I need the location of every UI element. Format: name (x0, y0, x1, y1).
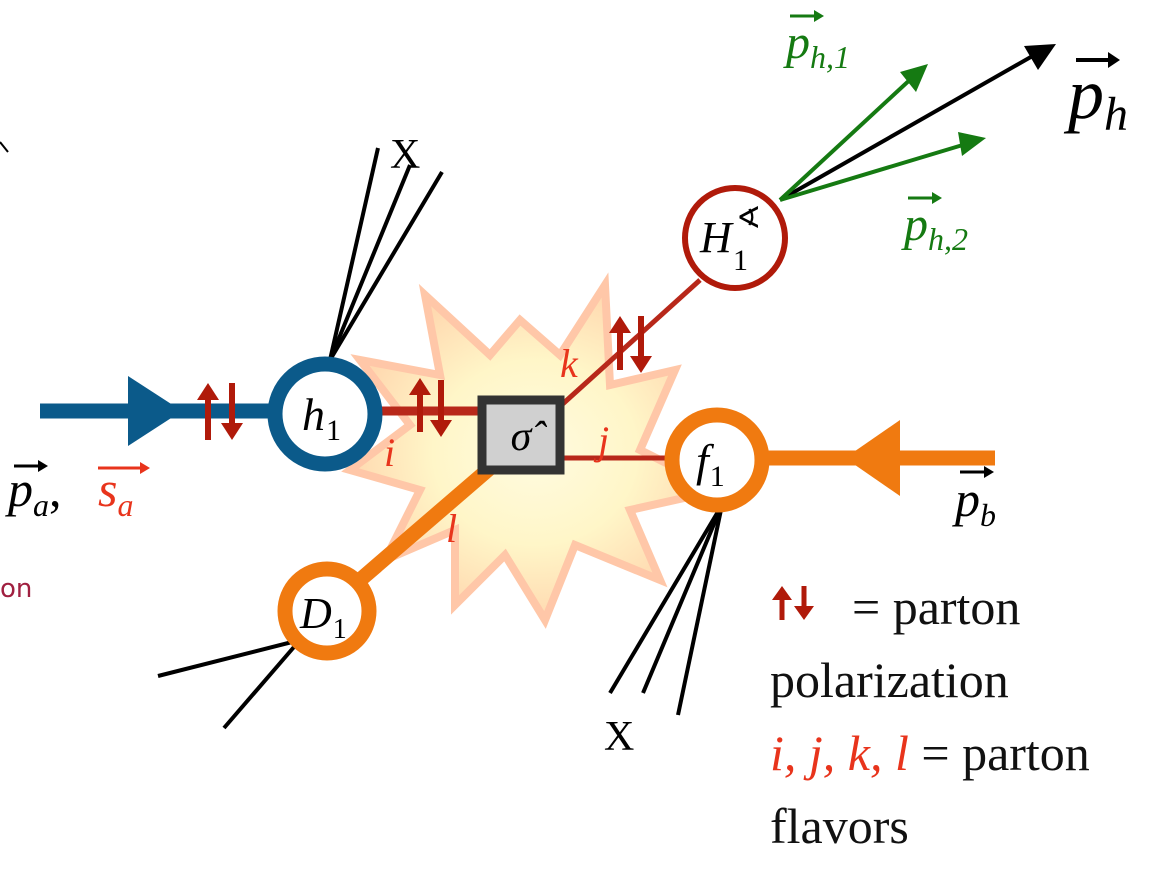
node-f1 (664, 407, 770, 513)
node-h1-dihadron-sup: ∢ (736, 202, 761, 235)
polarization-arrows-i (409, 378, 452, 437)
legend-flavors-line2: flavors (770, 798, 909, 854)
parton-label-k: k (560, 341, 579, 386)
hard-scattering-box (477, 395, 565, 475)
parton-line-l (355, 462, 495, 586)
node-h1-dihadron-sub: 1 (733, 244, 748, 277)
svg-text:sa: sa (98, 461, 133, 523)
node-d1-label: D1 (299, 589, 347, 645)
parton-line-k (554, 278, 702, 412)
polarization-arrows-k (609, 316, 652, 373)
svg-text:pb: pb (952, 471, 996, 533)
node-h1-dihadron-label: H (699, 213, 734, 262)
outgoing-momenta (778, 44, 1056, 202)
svg-text:pa,: pa, (5, 461, 62, 523)
legend-flavors-text: = parton (921, 725, 1090, 781)
jets-h1 (328, 147, 444, 362)
polarization-arrows-a (197, 383, 243, 440)
svg-text:ph: ph (1063, 54, 1128, 141)
jet-label-x-bottom: X (604, 714, 634, 760)
node-h1 (267, 356, 383, 472)
parton-label-i: i (384, 430, 395, 475)
edge-line-fragment (0, 141, 9, 153)
partial-left-text: on (0, 574, 32, 604)
beam-b-arrowhead (845, 420, 900, 496)
node-h1-dihadron (682, 185, 788, 291)
jet-label-x-top: X (390, 132, 420, 178)
beam-a-arrowhead (128, 376, 182, 446)
legend-flavor-symbols: i, j, k, l (770, 725, 909, 781)
label-pb: pb (952, 466, 996, 533)
legend-flavors-line: i, j, k, l = parton (770, 723, 1160, 783)
legend-polarization-line1: = parton (852, 579, 1021, 635)
jets-d1 (157, 638, 302, 730)
svg-text:ph,2: ph,2 (901, 198, 968, 257)
parton-label-j: j (593, 418, 609, 463)
label-ph2: ph,2 (901, 192, 968, 257)
label-ph1: ph,1 (783, 10, 850, 75)
svg-text:ph,1: ph,1 (783, 16, 850, 75)
node-h1-label: h1 (302, 389, 341, 447)
legend-polarization-icon (772, 586, 814, 620)
parton-label-l: l (446, 506, 457, 551)
label-ph: ph (1063, 52, 1128, 141)
node-d1 (277, 561, 377, 661)
jets-f1 (608, 503, 724, 716)
legend-polarization-line2: polarization (770, 652, 1009, 708)
label-pa-sa: pa, sa (5, 460, 150, 523)
